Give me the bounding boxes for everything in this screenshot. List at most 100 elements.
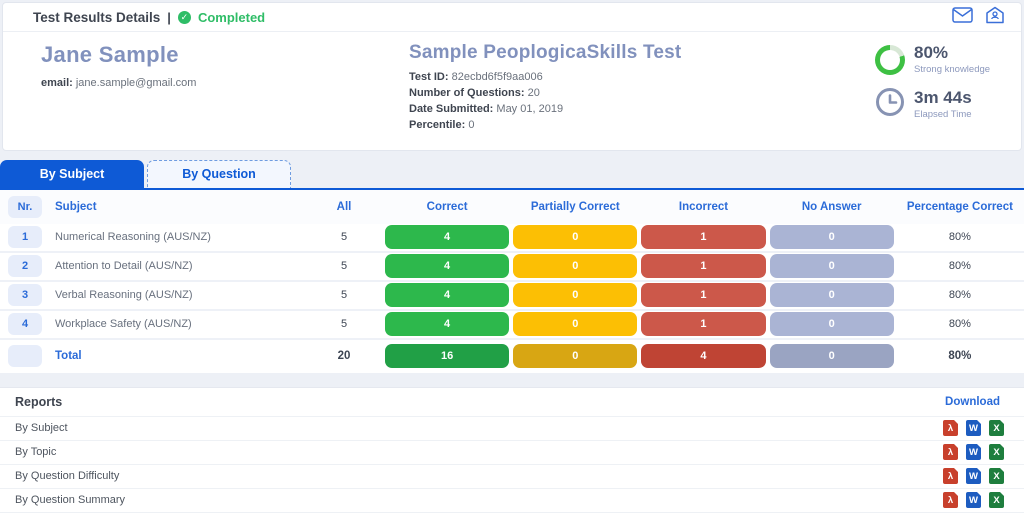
all-cell: 5 — [340, 289, 348, 302]
table-row: 3 Verbal Reasoning (AUS/NZ) 5 4 0 1 0 80… — [0, 281, 1024, 311]
completed-check-icon: ✓ — [177, 10, 191, 24]
tab-by-subject[interactable]: By Subject — [0, 159, 144, 188]
col-no-answer: No Answer — [801, 200, 862, 213]
row-number: 1 — [8, 226, 42, 249]
envelope-icon — [952, 6, 973, 28]
send-results-button[interactable] — [985, 6, 1005, 29]
row-number: 4 — [8, 313, 42, 336]
pdf-file-icon[interactable]: λ — [943, 444, 958, 461]
col-percentage-correct: Percentage Correct — [906, 200, 1013, 213]
word-file-icon[interactable]: W — [966, 492, 981, 509]
percentage-cell: 80% — [948, 318, 971, 331]
score-label: Strong knowledge — [914, 64, 991, 75]
reports-section: Reports Download By Subject λ W X By Top… — [0, 386, 1024, 514]
test-title: Sample PeoplogicaSkills Test — [409, 42, 682, 63]
tab-bar: By Subject By Question — [0, 159, 1024, 190]
time-stat: 3m 44s Elapsed Time — [875, 87, 1003, 122]
subject-cell: Attention to Detail (AUS/NZ) — [55, 260, 193, 273]
report-row: By Subject λ W X — [0, 417, 1024, 441]
excel-file-icon[interactable]: X — [989, 492, 1004, 509]
percentage-cell: 80% — [948, 289, 971, 302]
pdf-file-icon[interactable]: λ — [943, 420, 958, 437]
clock-icon — [875, 87, 905, 122]
table-total-row: Total 20 16 0 4 0 80% — [0, 339, 1024, 373]
word-file-icon[interactable]: W — [966, 420, 981, 437]
download-column-label[interactable]: Download — [945, 395, 1000, 408]
stats-panel: 80% Strong knowledge 3m 44s Elapsed Time — [875, 42, 1003, 134]
excel-file-icon[interactable]: X — [989, 444, 1004, 461]
subject-cell: Numerical Reasoning (AUS/NZ) — [55, 231, 211, 244]
total-label: Total — [55, 350, 82, 363]
percentage-cell: 80% — [948, 260, 971, 273]
score-stat: 80% Strong knowledge — [875, 44, 1003, 75]
col-correct: Correct — [426, 200, 468, 213]
time-label: Elapsed Time — [914, 109, 972, 120]
subject-cell: Workplace Safety (AUS/NZ) — [55, 318, 192, 331]
excel-file-icon[interactable]: X — [989, 468, 1004, 485]
table-header-row: Nr. Subject All Correct Partially Correc… — [0, 189, 1024, 224]
person-name: Jane Sample — [41, 42, 179, 67]
no-answer-pill: 0 — [769, 344, 894, 369]
report-row: By Question Difficulty λ W X — [0, 465, 1024, 489]
incorrect-pill: 4 — [641, 344, 766, 369]
table-row: 4 Workplace Safety (AUS/NZ) 5 4 0 1 0 80… — [0, 310, 1024, 340]
word-file-icon[interactable]: W — [966, 444, 981, 461]
test-field: Percentile: 0 — [409, 118, 475, 131]
incorrect-pill: 1 — [641, 225, 766, 250]
results-table: Nr. Subject All Correct Partially Correc… — [0, 189, 1024, 373]
summary-card: Test Results Details | ✓ Completed Jane … — [2, 2, 1022, 151]
partially-correct-pill: 0 — [513, 225, 638, 250]
no-answer-pill: 0 — [769, 225, 894, 250]
pdf-file-icon[interactable]: λ — [943, 468, 958, 485]
tab-by-question[interactable]: By Question — [147, 159, 291, 188]
report-label: By Question Summary — [15, 494, 126, 507]
email-value: jane.sample@gmail.com — [75, 77, 197, 89]
incorrect-pill: 1 — [641, 254, 766, 279]
title-bar: Test Results Details | ✓ Completed — [3, 3, 1021, 32]
table-row: 2 Attention to Detail (AUS/NZ) 5 4 0 1 0… — [0, 252, 1024, 282]
table-row: 1 Numerical Reasoning (AUS/NZ) 5 4 0 1 0… — [0, 223, 1024, 253]
no-answer-pill: 0 — [769, 312, 894, 337]
partially-correct-pill: 0 — [513, 254, 638, 279]
report-label: By Subject — [15, 422, 68, 435]
partially-correct-pill: 0 — [513, 283, 638, 308]
report-row: By Topic λ W X — [0, 441, 1024, 465]
col-subject: Subject — [55, 200, 97, 213]
excel-file-icon[interactable]: X — [989, 420, 1004, 437]
subject-cell: Verbal Reasoning (AUS/NZ) — [55, 289, 193, 302]
no-answer-pill: 0 — [769, 283, 894, 308]
correct-pill: 4 — [385, 254, 510, 279]
percentage-cell: 80% — [948, 231, 971, 244]
person-info: Jane Sample email: jane.sample@gmail.com — [41, 42, 409, 134]
report-label: By Topic — [15, 446, 57, 459]
col-nr: Nr. — [8, 195, 42, 218]
test-field: Number of Questions: 20 — [409, 86, 540, 99]
reports-header: Reports Download — [0, 388, 1024, 417]
percentage-cell: 80% — [948, 350, 972, 363]
pdf-file-icon[interactable]: λ — [943, 492, 958, 509]
no-answer-pill: 0 — [769, 254, 894, 279]
email-label: email: — [41, 77, 73, 89]
correct-pill: 4 — [385, 225, 510, 250]
info-row: Jane Sample email: jane.sample@gmail.com… — [3, 32, 1021, 150]
test-field: Date Submitted: May 01, 2019 — [409, 102, 564, 115]
status-badge: Completed — [197, 9, 266, 25]
incorrect-pill: 1 — [641, 312, 766, 337]
correct-pill: 16 — [385, 344, 510, 369]
send-email-button[interactable] — [952, 6, 973, 28]
all-cell: 5 — [340, 231, 348, 244]
correct-pill: 4 — [385, 312, 510, 337]
partially-correct-pill: 0 — [513, 344, 638, 369]
reports-title: Reports — [15, 394, 63, 409]
report-row: By Question Summary λ W X — [0, 489, 1024, 513]
partially-correct-pill: 0 — [513, 312, 638, 337]
report-label: By Question Difficulty — [15, 470, 120, 483]
score-value: 80% — [914, 43, 949, 62]
title-separator: | — [167, 9, 171, 25]
col-partially-correct: Partially Correct — [530, 200, 620, 213]
word-file-icon[interactable]: W — [966, 468, 981, 485]
test-field: Test ID: 82ecbd6f5f9aa006 — [409, 71, 543, 83]
all-cell: 20 — [337, 350, 351, 363]
correct-pill: 4 — [385, 283, 510, 308]
row-number: 2 — [8, 255, 42, 278]
